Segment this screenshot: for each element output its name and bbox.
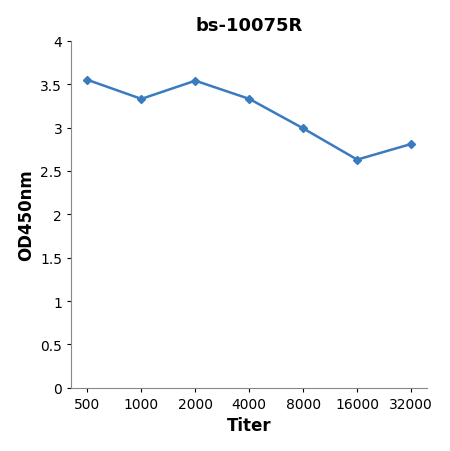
X-axis label: Titer: Titer	[227, 416, 272, 434]
Title: bs-10075R: bs-10075R	[196, 17, 303, 35]
Y-axis label: OD450nm: OD450nm	[17, 169, 35, 261]
